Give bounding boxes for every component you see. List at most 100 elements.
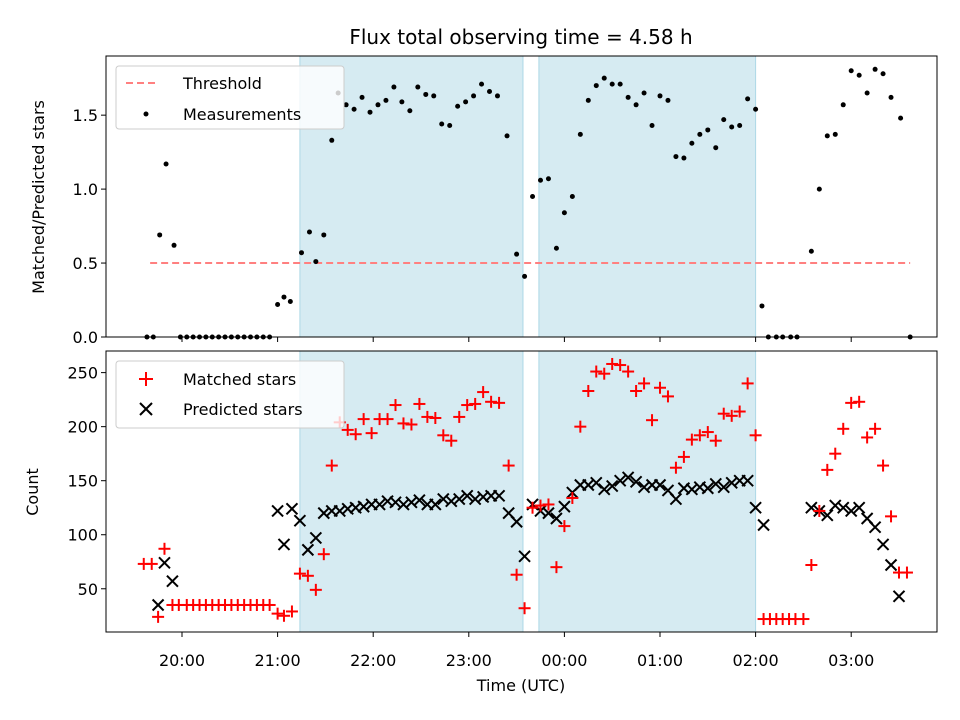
predicted-star-point bbox=[653, 478, 667, 492]
matched-star-point bbox=[469, 397, 482, 410]
predicted-star-point bbox=[518, 550, 531, 563]
matched-star-point bbox=[869, 422, 882, 435]
x-axis-label: Time (UTC) bbox=[476, 676, 565, 695]
bottom-panel: 50 100 150 200 250 20:00 21:00 22:00 23:00 00:00… bbox=[23, 350, 938, 695]
bottom-legend-box bbox=[115, 360, 345, 429]
measurement-point bbox=[522, 273, 528, 279]
measurement-point bbox=[313, 259, 319, 265]
measurement-point bbox=[171, 242, 177, 248]
matched-star-point bbox=[654, 381, 666, 394]
predicted-star-point bbox=[749, 501, 762, 514]
x-tick-label: 00:00 bbox=[541, 651, 587, 670]
matched-star-point bbox=[357, 413, 370, 426]
predicted-star-point bbox=[309, 531, 323, 545]
legend-measurements-label: Measurements bbox=[183, 105, 301, 124]
measurement-point bbox=[888, 94, 894, 100]
matched-star-point bbox=[285, 605, 298, 618]
matched-star-point bbox=[813, 504, 826, 517]
measurement-point bbox=[538, 177, 543, 183]
measurement-point bbox=[625, 94, 631, 100]
predicted-star-point bbox=[629, 475, 643, 488]
predicted-star-point bbox=[158, 556, 171, 570]
predicted-star-point bbox=[558, 500, 571, 513]
measurement-point bbox=[431, 93, 437, 99]
predicted-star-point bbox=[301, 543, 315, 557]
measurement-point bbox=[553, 245, 559, 251]
measurement-point bbox=[455, 103, 461, 109]
bottom-x-ticks: 20:00 21:00 22:00 23:00 00:00 01:00 02:00 03:00 bbox=[159, 632, 874, 670]
top-legend: Threshold Measurements bbox=[115, 65, 345, 130]
predicted-star-point bbox=[510, 515, 523, 528]
predicted-star-point bbox=[725, 476, 738, 490]
measurement-point bbox=[487, 88, 493, 94]
predicted-star-point bbox=[333, 504, 346, 518]
measurement-point bbox=[864, 90, 870, 96]
measurement-point bbox=[343, 102, 349, 108]
matched-star-point bbox=[677, 450, 690, 463]
predicted-star-point bbox=[876, 538, 890, 551]
measurement-point bbox=[681, 155, 687, 161]
matched-star-point bbox=[685, 433, 698, 446]
measurement-point bbox=[729, 124, 735, 130]
measurement-point bbox=[745, 96, 751, 102]
measurement-point bbox=[824, 133, 830, 139]
matched-star-point bbox=[550, 561, 563, 574]
measurement-point bbox=[530, 194, 536, 199]
measurement-point bbox=[808, 248, 814, 254]
bottom-axes-frame bbox=[105, 350, 938, 633]
y-tick-label: 1.5 bbox=[73, 106, 98, 125]
measurement-point bbox=[721, 117, 727, 123]
predicted-star-point bbox=[373, 498, 386, 511]
measurement-point bbox=[447, 123, 453, 129]
measurement-point bbox=[577, 131, 583, 137]
measurement-point bbox=[281, 294, 287, 300]
matched-star-point bbox=[502, 459, 515, 472]
predicted-star-point bbox=[598, 483, 611, 496]
measurement-point bbox=[872, 66, 878, 72]
predicted-star-point bbox=[357, 500, 370, 513]
predicted-star-point bbox=[590, 476, 603, 490]
predicted-star-point bbox=[437, 492, 450, 506]
measurement-point bbox=[391, 84, 397, 90]
x-tick-label: 01:00 bbox=[637, 651, 683, 670]
x-tick-label: 20:00 bbox=[159, 651, 205, 670]
measurement-point bbox=[275, 301, 281, 307]
measurement-point bbox=[593, 83, 599, 89]
measurement-point bbox=[737, 123, 743, 129]
top-shaded-regions bbox=[299, 56, 757, 337]
measurement-point bbox=[463, 99, 469, 105]
matched-star-point bbox=[885, 510, 898, 523]
measurement-point bbox=[163, 161, 169, 167]
matched-star-point bbox=[263, 598, 276, 611]
chart-title: Flux total observing time = 4.58 h bbox=[349, 25, 692, 49]
matched-star-point bbox=[461, 399, 474, 412]
x-tick-label: 02:00 bbox=[733, 651, 779, 670]
matched-star-point bbox=[477, 386, 490, 399]
matched-star-point bbox=[582, 384, 595, 397]
measurement-point bbox=[439, 121, 445, 127]
measurement-point bbox=[514, 251, 520, 257]
measurement-point bbox=[673, 154, 679, 160]
predicted-stars-points bbox=[151, 471, 906, 612]
matched-star-point bbox=[277, 609, 290, 622]
measurement-point bbox=[157, 232, 163, 238]
matched-star-point bbox=[741, 377, 754, 390]
predicted-star-point bbox=[621, 471, 635, 484]
predicted-star-point bbox=[884, 558, 898, 572]
measurement-point bbox=[375, 102, 381, 108]
matched-star-point bbox=[725, 409, 738, 422]
matched-star-point bbox=[606, 357, 619, 370]
matched-star-point bbox=[301, 569, 314, 582]
matched-star-point bbox=[526, 501, 539, 514]
predicted-star-point bbox=[868, 520, 882, 534]
predicted-star-point bbox=[453, 492, 466, 506]
matched-star-point bbox=[805, 558, 818, 571]
matched-star-point bbox=[693, 429, 706, 442]
predicted-star-point bbox=[277, 538, 291, 551]
matched-star-point bbox=[638, 377, 651, 390]
predicted-star-point bbox=[685, 483, 699, 496]
x-tick-label: 21:00 bbox=[255, 651, 301, 670]
legend-measurements-swatch bbox=[143, 111, 149, 117]
measurement-point bbox=[479, 81, 485, 87]
measurement-point bbox=[351, 106, 357, 112]
